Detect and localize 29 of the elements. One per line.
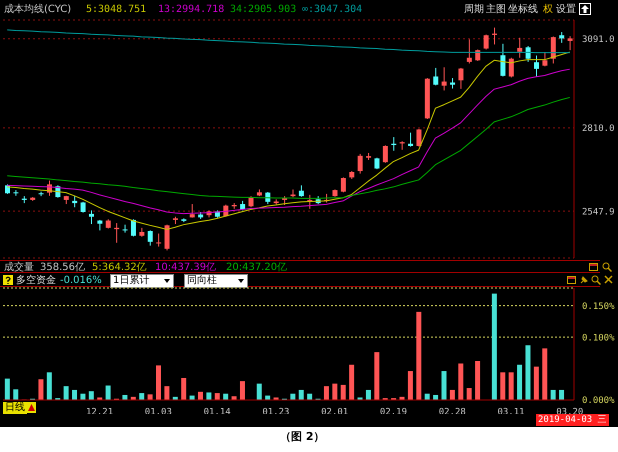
text: 坐标线: [508, 4, 538, 16]
text: 周期: [464, 4, 484, 16]
text: 设置: [556, 4, 576, 16]
y-tick-label: 2810.0: [582, 124, 615, 134]
text: 20:437.20亿: [226, 262, 288, 274]
text: 主图: [486, 4, 506, 16]
text: （图 2）: [280, 430, 324, 443]
x-tick-label: 12.21: [86, 407, 114, 418]
text: 5:364.32亿: [92, 262, 147, 274]
y-tick-label: 2547.9: [582, 207, 615, 218]
text: 2019-04-03 三: [536, 414, 609, 426]
y-tick-label: 3091.0: [582, 34, 615, 45]
text: 358.56亿: [40, 262, 85, 274]
text: 34:2905.903: [230, 4, 296, 16]
text: 同向柱: [187, 275, 217, 287]
text: ∞:3047.304: [302, 4, 362, 16]
text: 13:2994.718: [158, 4, 224, 16]
chart-title: 多空资金: [16, 275, 56, 287]
text: 权: [543, 4, 553, 16]
text: 5:3048.751: [86, 4, 146, 16]
y-tick-label: 0.100%: [582, 333, 616, 344]
text: 日线: [3, 402, 27, 414]
chart-title: 成本均线(CYC): [4, 4, 72, 16]
text: 成交量: [4, 262, 34, 274]
text: 10:437.39亿: [155, 262, 216, 274]
y-tick-label: 0.000%: [582, 396, 616, 406]
text: 1日累计: [113, 275, 150, 287]
text: -0.016%: [60, 275, 102, 287]
y-tick-label: 0.150%: [582, 302, 616, 312]
